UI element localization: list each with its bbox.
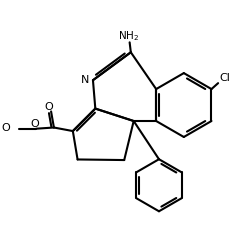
Text: NH$_2$: NH$_2$: [118, 29, 139, 43]
Text: O: O: [1, 123, 10, 133]
Text: O: O: [45, 102, 54, 112]
Text: N: N: [81, 75, 90, 85]
Text: O: O: [31, 119, 39, 129]
Text: Cl: Cl: [219, 73, 230, 83]
